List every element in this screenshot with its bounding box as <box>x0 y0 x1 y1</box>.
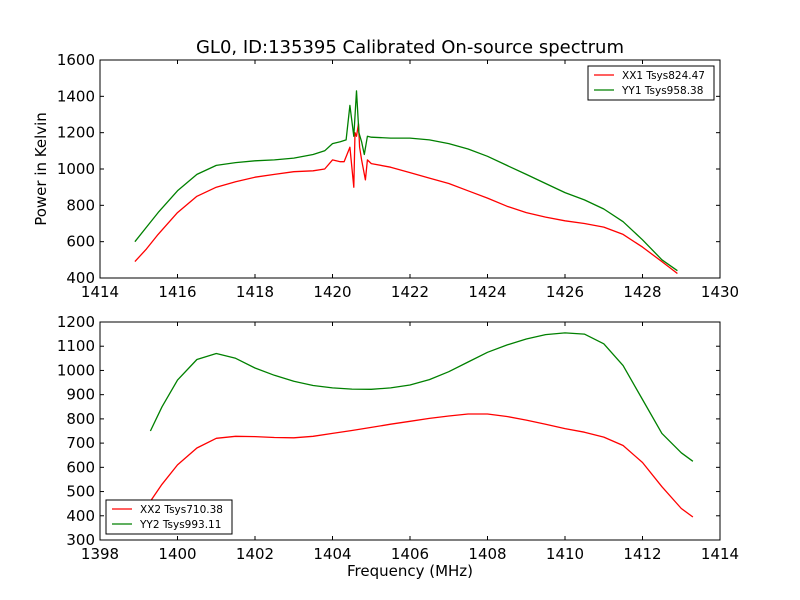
y-tick-label: 600 <box>66 233 95 251</box>
legend-label: YY2 Tsys993.11 <box>139 519 221 531</box>
y-tick-label: 1000 <box>57 160 95 178</box>
plot-area: 1414 1416 1418 1420 1422 1424 1426 1428 1430 400 6… <box>57 51 739 563</box>
y-tick-label: 1400 <box>57 87 95 105</box>
y-tick-label: 800 <box>66 410 95 428</box>
x-tick-label: 1408 <box>468 545 506 563</box>
legend-box <box>587 65 715 101</box>
y-axis-label: Power in Kelvin <box>32 112 50 226</box>
series-line-2-1 <box>149 413 694 518</box>
x-tick-label: 1430 <box>701 283 739 301</box>
legend-box <box>105 499 233 535</box>
y-tick-label: 300 <box>66 531 95 549</box>
x-tick-label: 1412 <box>623 545 661 563</box>
y-tick-label: 1100 <box>57 337 95 355</box>
series-line-1-1 <box>134 122 678 275</box>
legend-2: XX2 Tsys710.38 YY2 Tsys993.11 <box>105 499 233 535</box>
x-tick-label: 1420 <box>313 283 351 301</box>
x-tick-label: 1398 <box>81 545 119 563</box>
x-tick-label: 1426 <box>546 283 584 301</box>
y-tick-label: 1000 <box>57 361 95 379</box>
x-tick-label: 1418 <box>236 283 274 301</box>
x-tick-label: 1414 <box>701 545 739 563</box>
x-tick-label: 1416 <box>158 283 196 301</box>
y-tick-label: 400 <box>66 507 95 525</box>
y-tick-label: 1200 <box>57 124 95 142</box>
subplot-2: 1398 1400 1402 1404 1406 1408 1410 1412 1414 300 4… <box>57 313 739 563</box>
series-line-2-2 <box>149 332 694 462</box>
y-tick-label: 800 <box>66 196 95 214</box>
x-tick-label: 1400 <box>158 545 196 563</box>
legend-label: XX2 Tsys710.38 <box>140 504 223 516</box>
y-tick-label: 900 <box>66 386 95 404</box>
y-tick-label: 400 <box>66 269 95 287</box>
legend-label: YY1 Tsys958.38 <box>621 85 703 97</box>
x-tick-label: 1424 <box>468 283 506 301</box>
x-axis-label: Frequency (MHz) <box>347 562 473 580</box>
x-tick-label: 1410 <box>546 545 584 563</box>
subplot-1: 1414 1416 1418 1420 1422 1424 1426 1428 1430 400 6… <box>57 51 739 301</box>
y-tick-label: 700 <box>66 434 95 452</box>
x-tick-label: 1402 <box>236 545 274 563</box>
y-tick-label: 1600 <box>57 51 95 69</box>
x-tick-label: 1422 <box>391 283 429 301</box>
x-tick-label: 1406 <box>391 545 429 563</box>
y-tick-label: 500 <box>66 483 95 501</box>
y-tick-label: 1200 <box>57 313 95 331</box>
y-tick-label: 600 <box>66 458 95 476</box>
x-tick-label: 1428 <box>623 283 661 301</box>
chart-title: GL0, ID:135395 Calibrated On-source spec… <box>196 37 624 58</box>
x-tick-label: 1414 <box>81 283 119 301</box>
legend-label: XX1 Tsys824.47 <box>622 70 705 82</box>
x-tick-label: 1404 <box>313 545 351 563</box>
legend-1: XX1 Tsys824.47 YY1 Tsys958.38 <box>587 65 715 101</box>
series-line-1-2 <box>134 90 678 272</box>
